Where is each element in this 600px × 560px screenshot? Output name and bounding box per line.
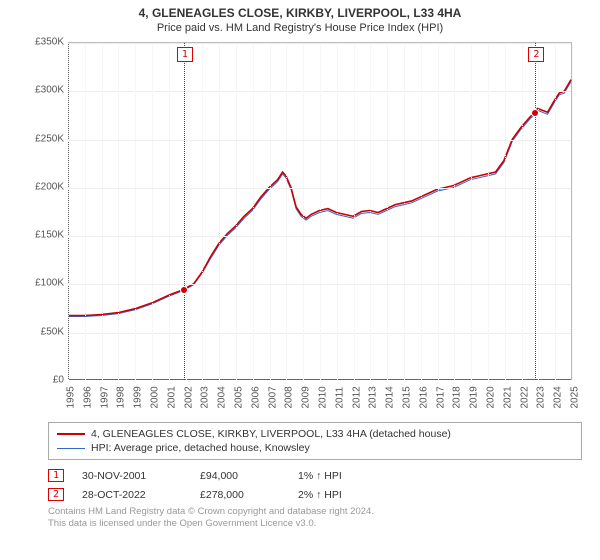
chart-subtitle: Price paid vs. HM Land Registry's House … [0,22,600,34]
y-tick-label: £100K [20,278,64,289]
x-tick-label: 1996 [82,386,93,408]
y-tick-label: £350K [20,37,64,48]
event-marker-dot [531,109,539,117]
x-tick-label: 1995 [66,386,77,408]
legend-label-property: 4, GLENEAGLES CLOSE, KIRKBY, LIVERPOOL, … [91,428,451,440]
event-marker-line [535,43,536,380]
event-row-2: 2 28-OCT-2022 £278,000 2% ↑ HPI [48,485,582,504]
event-price-2: £278,000 [200,489,280,501]
legend-label-hpi: HPI: Average price, detached house, Know… [91,442,310,454]
x-tick-label: 2023 [536,386,547,408]
x-tick-label: 2004 [217,386,228,408]
event-tag-2: 2 [48,488,64,501]
x-tick-label: 2008 [284,386,295,408]
event-marker-tag: 1 [177,47,193,62]
event-marker-tag: 2 [528,47,544,62]
x-tick-label: 2005 [234,386,245,408]
footer: Contains HM Land Registry data © Crown c… [48,506,582,531]
x-tick-label: 2017 [435,386,446,408]
plot-region: 12 [68,42,572,380]
y-tick-label: £0 [20,375,64,386]
x-tick-label: 2003 [200,386,211,408]
x-tick-label: 1998 [116,386,127,408]
event-vs-hpi-1: 1% ↑ HPI [298,470,342,482]
title-block: 4, GLENEAGLES CLOSE, KIRKBY, LIVERPOOL, … [0,0,600,36]
x-tick-label: 2021 [502,386,513,408]
chart-area: £0£50K£100K£150K£200K£250K£300K£350K 12 … [20,36,580,416]
x-tick-label: 2012 [351,386,362,408]
x-tick-label: 2014 [385,386,396,408]
event-marker-dot [180,286,188,294]
event-date-1: 30-NOV-2001 [82,470,182,482]
x-tick-label: 2022 [519,386,530,408]
legend: 4, GLENEAGLES CLOSE, KIRKBY, LIVERPOOL, … [48,422,582,460]
x-tick-label: 2001 [166,386,177,408]
x-tick-label: 2011 [334,387,345,409]
y-tick-label: £150K [20,230,64,241]
y-tick-label: £50K [20,326,64,337]
event-row-1: 1 30-NOV-2001 £94,000 1% ↑ HPI [48,466,582,485]
x-tick-label: 2013 [368,386,379,408]
x-tick-label: 2009 [301,386,312,408]
x-tick-label: 2020 [486,386,497,408]
x-tick-label: 2010 [318,386,329,408]
x-tick-label: 2024 [553,386,564,408]
x-tick-label: 1997 [99,386,110,408]
x-tick-label: 2000 [150,386,161,408]
events-table: 1 30-NOV-2001 £94,000 1% ↑ HPI 2 28-OCT-… [48,466,582,504]
event-vs-hpi-2: 2% ↑ HPI [298,489,342,501]
legend-swatch-hpi [57,448,85,449]
x-tick-label: 2002 [183,386,194,408]
x-tick-label: 2007 [267,386,278,408]
event-marker-line [184,43,185,380]
event-date-2: 28-OCT-2022 [82,489,182,501]
legend-swatch-property [57,433,85,435]
x-tick-label: 1999 [133,386,144,408]
x-tick-label: 2016 [418,386,429,408]
y-tick-label: £200K [20,181,64,192]
chart-title: 4, GLENEAGLES CLOSE, KIRKBY, LIVERPOOL, … [0,6,600,20]
event-tag-1: 1 [48,469,64,482]
y-tick-label: £250K [20,133,64,144]
x-tick-label: 2019 [469,386,480,408]
footer-line-2: This data is licensed under the Open Gov… [48,518,582,530]
x-tick-label: 2006 [250,386,261,408]
event-price-1: £94,000 [200,470,280,482]
footer-line-1: Contains HM Land Registry data © Crown c… [48,506,582,518]
legend-item-hpi: HPI: Average price, detached house, Know… [57,441,573,455]
x-tick-label: 2025 [570,386,581,408]
x-tick-label: 2015 [402,386,413,408]
legend-item-property: 4, GLENEAGLES CLOSE, KIRKBY, LIVERPOOL, … [57,427,573,441]
x-tick-label: 2018 [452,386,463,408]
y-tick-label: £300K [20,85,64,96]
